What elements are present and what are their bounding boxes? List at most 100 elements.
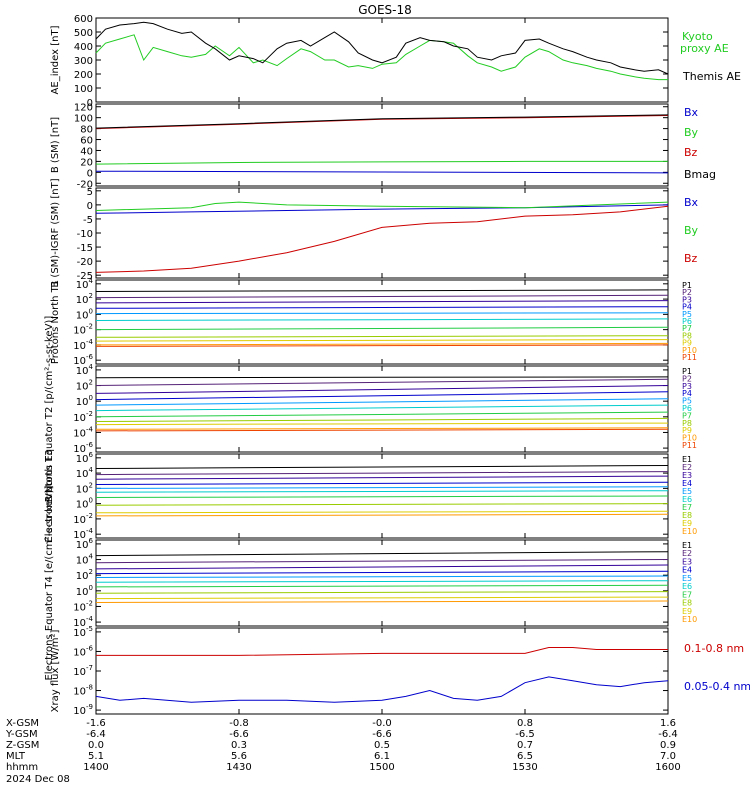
x-row-value: -6.4 [86,729,106,740]
y-tick-label: 100 [76,584,93,598]
series-line [95,600,669,603]
x-row-value: -0.8 [229,718,249,729]
x-row-label: MLT [6,751,26,762]
x-row-label: X-GSM [6,718,39,729]
x-row-label: hhmm [6,762,38,773]
legend-label: P8 [682,419,692,428]
legend-label: 0.05-0.4 nm [684,680,750,693]
series-line [95,559,669,564]
legend-label: P1 [682,367,692,376]
legend-label: Bmag [684,168,716,181]
legend-label: E7 [682,590,692,599]
panel-frame [95,365,669,453]
legend-label: P9 [682,339,692,348]
y-tick-label: 100 [76,394,93,408]
y-tick-label: 10-8 [73,684,93,698]
legend-label: P7 [682,324,692,333]
y-tick-label: -10 [77,229,93,240]
series-line [95,201,669,211]
series-line [95,312,669,315]
y-tick-label: 104 [76,553,94,567]
legend-label: E3 [682,471,692,480]
y-tick-label: -25 [77,271,93,282]
x-row-value: 6.1 [374,751,390,762]
panel-frame [95,279,669,365]
legend-label: By [684,224,699,237]
x-row-value: -0.0 [372,718,392,729]
series-line [95,575,669,578]
legend-label: E6 [682,495,692,504]
series-line [95,342,669,346]
legend-label: P2 [682,374,692,383]
series-line [95,404,669,412]
legend-label: P3 [682,295,692,304]
legend-label: E10 [682,615,697,624]
legend-label: P9 [682,426,692,435]
series-line [95,471,669,476]
legend-label: E4 [682,479,692,488]
x-row-value: 5.1 [88,751,104,762]
x-row-value: 0.9 [660,740,676,751]
legend-label: P1 [682,281,692,290]
y-tick-label: 102 [76,481,93,495]
legend-label: P10 [682,346,697,355]
panel-frame [95,539,669,627]
x-row-value: 5.6 [231,751,247,762]
x-row-value: 0.3 [231,740,247,751]
legend-label: E2 [682,463,692,472]
y-tick-label: -5 [83,215,93,226]
series-line [95,21,669,75]
panel-bsm-igrf: 5 0 -5 -10 -15 -20 -25 B (SM)-IGRF (SM) [nT] [50,178,669,288]
y-tick-label: 10-4 [73,425,93,439]
series-line [95,564,669,570]
y-axis-label: Electrons Equator T4 [e/(cm²-s-sr-keV)] [44,485,55,680]
y-tick-label: 100 [74,84,93,95]
legend-label: E1 [682,455,692,464]
series-line [95,294,669,299]
legend-label: Bz [684,252,698,265]
series-line [95,417,669,422]
series-line [95,170,669,174]
y-tick-label: 100 [74,114,93,125]
series-line [95,422,669,426]
x-row-value: -1.6 [86,718,106,729]
y-tick-label: 102 [76,292,93,306]
y-tick-label: -20 [77,179,93,190]
x-row-value: 1400 [83,762,108,773]
x-row-value: -6.5 [515,729,535,740]
y-axis-label: B (SM)-IGRF (SM) [nT] [50,178,61,287]
legend-label: E9 [682,607,692,616]
legend-label: P8 [682,331,692,340]
y-tick-label: 0 [87,168,93,179]
legend-label: E8 [682,511,692,520]
x-row-value: 7.0 [660,751,676,762]
legend-label: E1 [682,541,692,550]
legend-label: E3 [682,557,692,566]
series-line [95,428,669,432]
series-line [95,584,669,588]
y-tick-label: 10-4 [73,338,93,352]
panel-ae: 600 500 400 300 200 100 0 AE_index [nT] [50,14,669,109]
date-label: 2024 Dec 08 [6,774,70,785]
series-line [95,339,669,342]
series-line [95,676,669,703]
series-line [95,114,669,129]
y-tick-label: 100 [76,497,93,511]
legend-label: P3 [682,382,692,391]
legend-label: E2 [682,549,692,558]
legend-label: P4 [682,389,692,398]
series-line [95,427,669,430]
y-tick-label: 120 [74,103,93,114]
y-tick-label: 104 [76,466,94,480]
series-line [95,376,669,379]
y-tick-label: 20 [80,157,93,168]
legend-label: By [684,126,699,139]
legend-xray: 0.1-0.8 nm 0.05-0.4 nm [684,642,750,693]
legend-label: P5 [682,397,692,406]
y-tick-label: -20 [77,257,93,268]
